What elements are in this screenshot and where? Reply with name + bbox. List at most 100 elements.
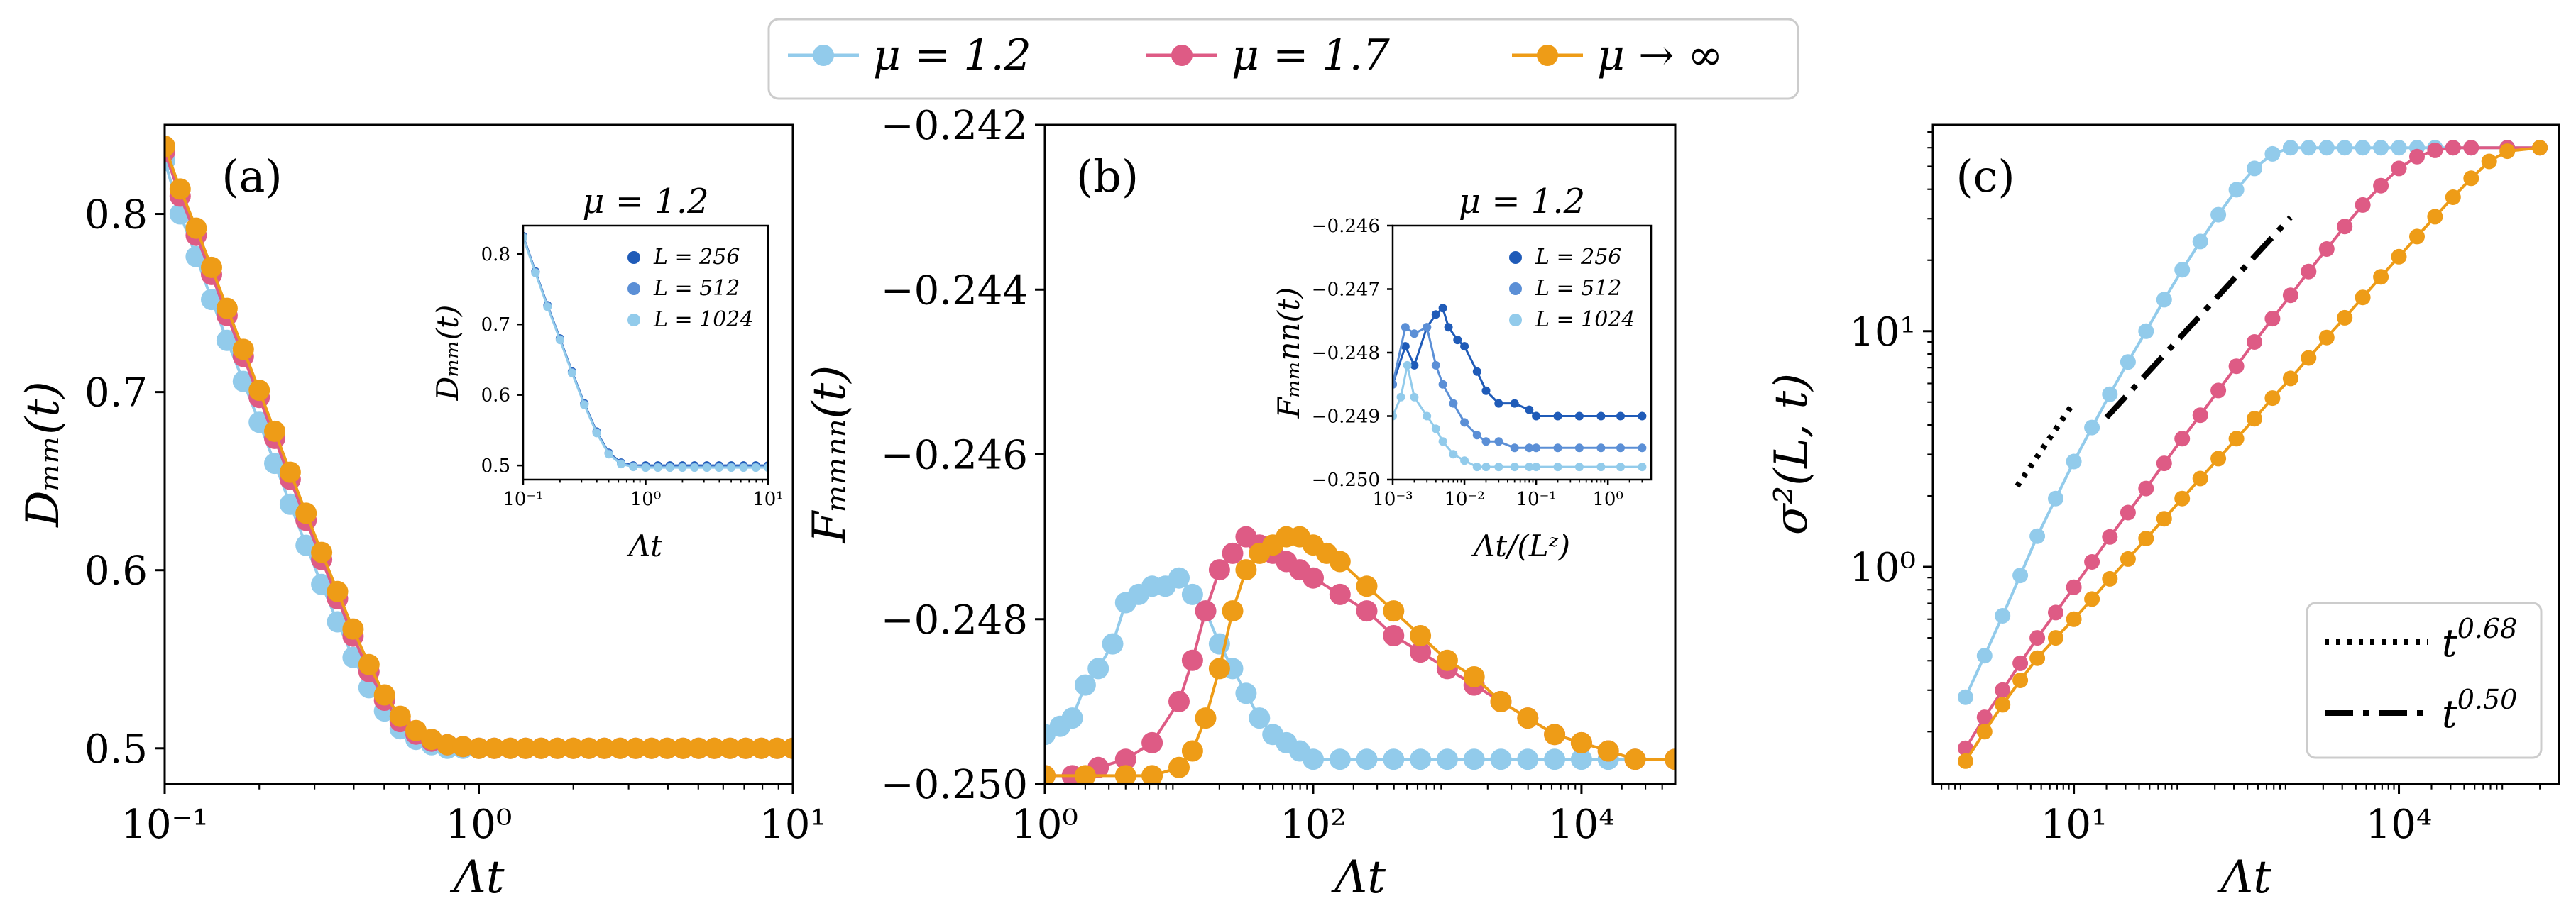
data-point (2301, 140, 2317, 156)
data-point (232, 338, 254, 360)
y-tick-label: 0.6 (481, 385, 510, 407)
data-point (2192, 470, 2208, 487)
data-point (690, 463, 699, 472)
data-point (1208, 559, 1230, 581)
inset-legend-label: L = 1024 (653, 307, 753, 332)
data-point (2138, 531, 2154, 546)
data-point (2373, 177, 2389, 194)
data-point (1616, 443, 1625, 453)
data-point (1517, 748, 1539, 770)
data-point (2391, 140, 2407, 156)
data-point (702, 463, 711, 472)
data-point (1525, 463, 1534, 472)
data-point (1436, 748, 1458, 770)
y-axis-label: σ²(L, t) (1765, 373, 1818, 535)
data-point (1401, 342, 1410, 351)
legend-label: μ = 1.2 (873, 31, 1031, 80)
y-tick-label: −0.250 (881, 762, 1028, 808)
data-point (2120, 551, 2136, 567)
y-tick-label: 0.8 (84, 192, 148, 238)
data-point (1222, 542, 1244, 564)
data-point (1510, 443, 1519, 453)
data-point (1195, 707, 1217, 729)
data-point (1061, 707, 1083, 729)
data-point (165, 136, 175, 157)
data-point (279, 461, 301, 483)
data-point (2355, 289, 2371, 306)
x-tick-label: 10⁴ (1548, 802, 1615, 848)
inset-legend-label: L = 256 (653, 245, 740, 270)
series-line (523, 236, 768, 468)
data-point (201, 289, 222, 311)
x-tick-label: 10⁰ (446, 802, 513, 848)
x-tick-label: 10² (1280, 802, 1347, 848)
data-point (1102, 633, 1124, 655)
data-point (515, 737, 537, 759)
data-point (1995, 697, 2011, 713)
data-point (468, 737, 490, 759)
series-line (165, 145, 793, 750)
data-point (530, 737, 552, 759)
x-tick-label: 10¹ (760, 802, 826, 848)
data-point (1249, 707, 1271, 729)
data-point (2532, 140, 2548, 156)
data-point (2481, 153, 2497, 170)
data-point (311, 573, 333, 595)
data-point (1976, 709, 1993, 726)
data-point (327, 580, 349, 602)
data-point (2012, 655, 2029, 671)
data-point (656, 737, 678, 759)
data-point (1396, 392, 1405, 402)
x-axis-label: Λt (1331, 851, 1386, 904)
data-point (1168, 567, 1190, 589)
data-point (609, 737, 631, 759)
data-point (1574, 463, 1584, 472)
inset-legend-marker (627, 251, 640, 264)
data-point (2084, 419, 2100, 436)
data-point (2012, 568, 2029, 584)
x-tick-label: 10⁻¹ (503, 489, 543, 510)
data-point (2048, 490, 2063, 507)
data-point (1383, 625, 1405, 646)
y-tick-label: −0.246 (1312, 216, 1380, 237)
data-point (1481, 437, 1491, 446)
data-point (1141, 765, 1163, 784)
data-point (2318, 329, 2335, 346)
y-tick-label: −0.248 (881, 597, 1028, 643)
data-point (2029, 630, 2046, 646)
inset-legend-marker (1509, 251, 1522, 264)
series-group (165, 136, 793, 759)
x-axis-label: Λt (2217, 851, 2271, 904)
data-point (1525, 405, 1534, 414)
data-point (2337, 219, 2353, 235)
data-point (1444, 323, 1453, 332)
inset-legend-marker (627, 314, 640, 326)
data-point (1481, 463, 1491, 472)
data-point (2120, 354, 2136, 370)
data-point (169, 178, 191, 200)
data-point (2228, 182, 2245, 198)
data-point (672, 737, 694, 759)
x-tick-label: 10¹ (752, 489, 784, 510)
data-point (1393, 380, 1397, 389)
data-point (750, 737, 772, 759)
data-point (1544, 748, 1566, 770)
data-point (2228, 358, 2245, 375)
data-point (2156, 455, 2172, 472)
series-line (523, 236, 768, 467)
data-point (452, 736, 474, 758)
series-group (1045, 526, 1675, 784)
data-point (1114, 765, 1136, 784)
data-point (1616, 411, 1625, 421)
data-point (1181, 740, 1203, 762)
top-legend-entry: μ → ∞ (1512, 31, 1723, 80)
x-tick-label: 10⁻¹ (121, 802, 208, 848)
data-point (2138, 480, 2154, 497)
guide-line (2015, 400, 2076, 488)
x-axis-label: Λt (450, 851, 505, 904)
data-point (2192, 407, 2208, 424)
y-axis-label: Dₘₘ(t) (17, 381, 70, 527)
data-point (1958, 740, 1973, 756)
data-point (2427, 209, 2443, 225)
data-point (2138, 323, 2154, 339)
